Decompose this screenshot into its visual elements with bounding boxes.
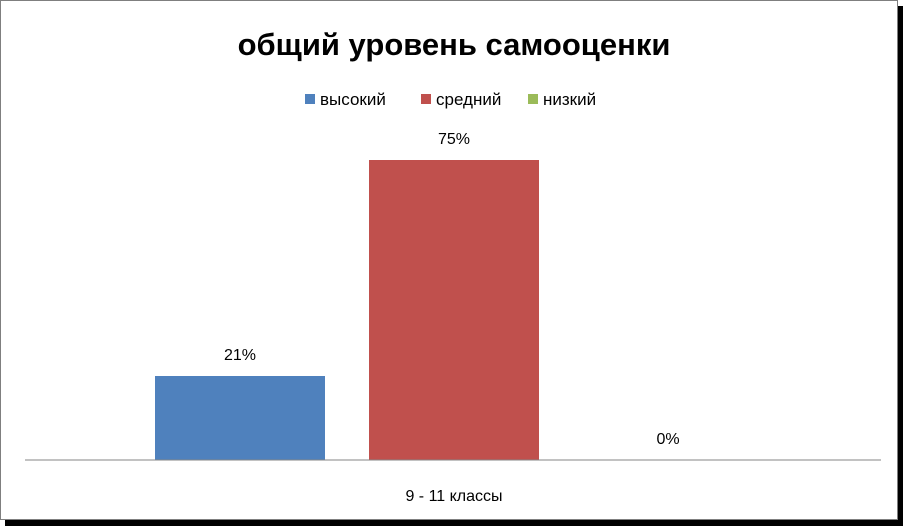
- legend-label: высокий: [320, 90, 386, 109]
- legend-swatch: [528, 94, 538, 104]
- data-labels-group: 21% 75% 0%: [224, 131, 680, 448]
- legend-swatch: [421, 94, 431, 104]
- legend-label: средний: [436, 90, 501, 109]
- legend: высокий средний низкий: [305, 90, 596, 109]
- category-label: 9 - 11 классы: [405, 488, 502, 505]
- data-label: 0%: [656, 431, 679, 448]
- bar-1: [155, 376, 325, 460]
- chart-frame: общий уровень самооценки высокий средний н…: [0, 0, 898, 520]
- data-label: 75%: [438, 131, 470, 148]
- legend-swatch: [305, 94, 315, 104]
- legend-label: низкий: [543, 90, 596, 109]
- bars-group: [155, 160, 539, 460]
- chart-title: общий уровень самооценки: [238, 27, 671, 62]
- data-label: 21%: [224, 347, 256, 364]
- bar-chart: общий уровень самооценки высокий средний н…: [25, 27, 881, 505]
- bar-2: [369, 160, 539, 460]
